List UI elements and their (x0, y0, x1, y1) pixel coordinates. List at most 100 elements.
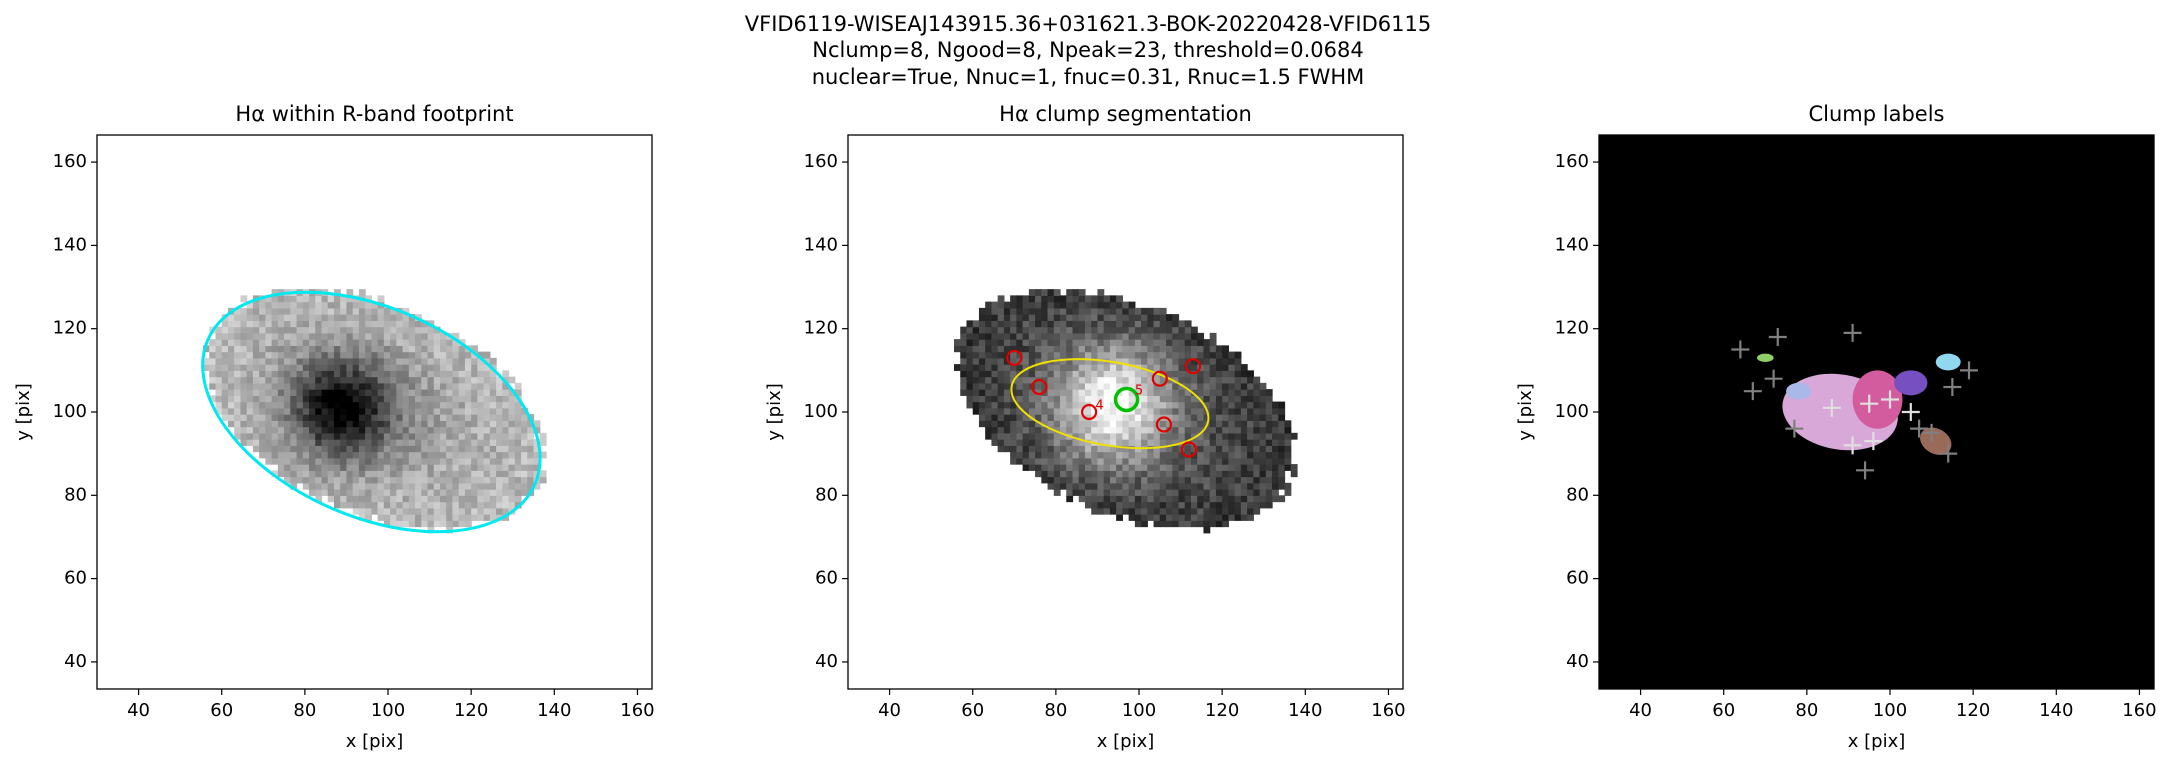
image-pixel (1035, 364, 1042, 371)
image-pixel (1103, 507, 1111, 515)
image-pixel (1103, 495, 1111, 503)
image-pixel (1053, 289, 1061, 296)
image-pixel (464, 464, 472, 471)
image-pixel (1190, 426, 1198, 434)
image-pixel (302, 414, 310, 421)
image-pixel (985, 432, 993, 440)
image-pixel (1028, 439, 1036, 446)
image-pixel (1247, 420, 1254, 428)
image-pixel (1003, 339, 1011, 346)
y-tick-label: 60 (815, 568, 838, 589)
image-pixel (327, 445, 335, 453)
image-pixel (227, 370, 235, 378)
image-pixel (246, 389, 254, 396)
image-pixel (1028, 407, 1036, 415)
image-pixel (415, 445, 422, 453)
image-pixel (1084, 414, 1092, 421)
image-pixel (496, 470, 503, 478)
image-pixel (1053, 364, 1061, 371)
image-pixel (371, 345, 379, 353)
image-pixel (1035, 357, 1042, 365)
image-pixel (446, 520, 454, 528)
image-pixel (1203, 501, 1211, 509)
image-pixel (1253, 445, 1261, 453)
image-pixel (246, 364, 254, 371)
image-pixel (1116, 501, 1123, 509)
image-pixel (352, 320, 360, 328)
image-pixel (358, 457, 366, 465)
image-pixel (284, 307, 291, 315)
image-pixel (458, 432, 466, 440)
image-pixel (302, 332, 310, 340)
image-pixel (1016, 320, 1024, 328)
image-pixel (333, 401, 341, 409)
image-pixel (321, 426, 329, 434)
image-pixel (1178, 357, 1186, 365)
image-pixel (1203, 476, 1211, 484)
image-pixel (221, 351, 229, 359)
image-pixel (1035, 332, 1042, 340)
image-pixel (246, 339, 254, 346)
image-pixel (496, 464, 503, 471)
image-pixel (240, 439, 248, 446)
image-pixel (352, 376, 360, 384)
image-pixel (1222, 501, 1229, 509)
image-pixel (1041, 301, 1049, 309)
image-pixel (1003, 395, 1011, 403)
image-pixel (452, 339, 460, 346)
image-pixel (483, 370, 491, 378)
image-pixel (296, 314, 304, 321)
image-pixel (1084, 376, 1092, 384)
image-pixel (1197, 501, 1205, 509)
image-pixel (1278, 476, 1286, 484)
image-pixel (383, 407, 391, 415)
image-pixel (1084, 407, 1092, 415)
image-pixel (315, 470, 323, 478)
image-pixel (415, 482, 422, 490)
image-pixel (1197, 370, 1205, 378)
image-pixel (966, 339, 974, 346)
y-tick-label: 80 (815, 484, 838, 505)
x-tick-label: 120 (1956, 700, 1990, 721)
image-pixel (1253, 382, 1261, 390)
image-pixel (1134, 345, 1142, 353)
image-pixel (1022, 326, 1030, 334)
image-pixel (415, 401, 422, 409)
image-pixel (1141, 432, 1148, 440)
image-pixel (290, 439, 298, 446)
image-pixel (471, 376, 478, 384)
image-pixel (1134, 489, 1142, 496)
image-pixel (1234, 476, 1242, 484)
image-pixel (1215, 351, 1223, 359)
image-pixel (340, 376, 348, 384)
image-pixel (309, 301, 316, 309)
image-pixel (1240, 426, 1248, 434)
image-pixel (1147, 464, 1155, 471)
image-pixel (296, 357, 304, 365)
image-pixel (985, 426, 993, 434)
image-pixel (1153, 520, 1161, 528)
image-pixel (333, 382, 341, 390)
image-pixel (1228, 482, 1236, 490)
image-pixel (966, 326, 974, 334)
image-pixel (1097, 320, 1105, 328)
image-pixel (284, 314, 291, 321)
image-pixel (309, 401, 316, 409)
image-pixel (377, 426, 385, 434)
image-pixel (365, 451, 372, 459)
image-pixel (252, 382, 260, 390)
image-pixel (1222, 414, 1229, 421)
image-pixel (1072, 395, 1080, 403)
image-pixel (346, 332, 354, 340)
image-pixel (433, 339, 441, 346)
image-pixel (1141, 339, 1148, 346)
image-pixel (477, 389, 485, 396)
image-pixel (1203, 445, 1211, 453)
image-pixel (377, 307, 385, 315)
image-pixel (408, 495, 416, 503)
image-pixel (1103, 389, 1111, 396)
image-pixel (1222, 476, 1229, 484)
image-pixel (1134, 457, 1142, 465)
image-pixel (1047, 351, 1055, 359)
image-pixel (352, 389, 360, 396)
